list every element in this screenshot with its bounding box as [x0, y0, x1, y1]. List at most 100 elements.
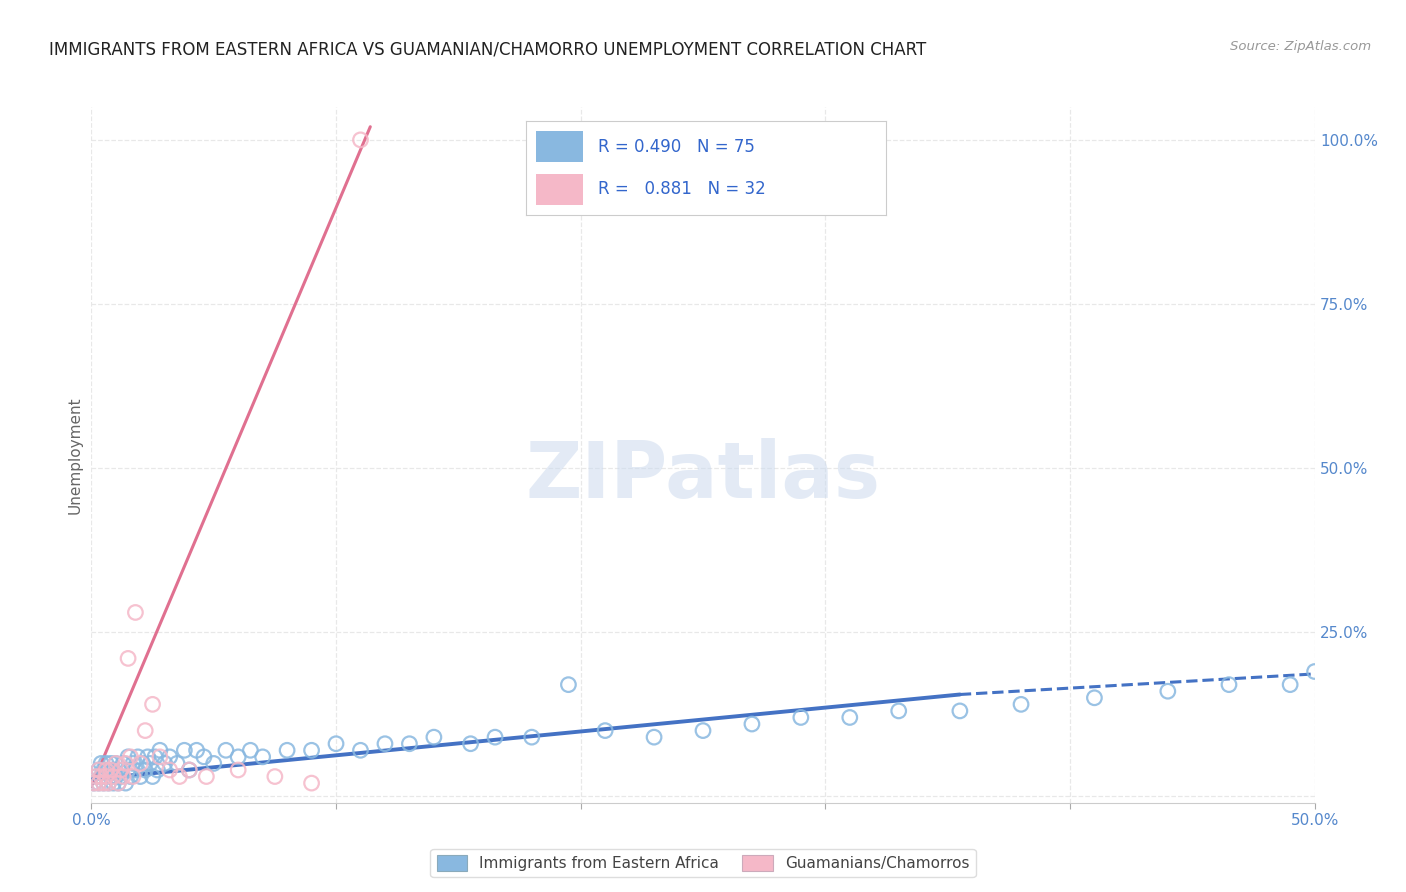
- Point: [276, 743, 298, 757]
- Point: [949, 704, 972, 718]
- Point: [114, 756, 136, 771]
- Point: [593, 723, 616, 738]
- Point: [87, 763, 110, 777]
- Point: [104, 756, 127, 771]
- Point: [90, 770, 112, 784]
- Point: [107, 776, 129, 790]
- Point: [100, 756, 122, 771]
- Point: [93, 763, 115, 777]
- Point: [301, 776, 323, 790]
- Y-axis label: Unemployment: Unemployment: [67, 396, 83, 514]
- Point: [103, 763, 125, 777]
- Point: [186, 743, 208, 757]
- Point: [93, 776, 115, 790]
- Point: [83, 776, 105, 790]
- Point: [692, 723, 714, 738]
- Point: [103, 776, 125, 790]
- Point: [838, 710, 860, 724]
- Point: [741, 717, 763, 731]
- Point: [149, 743, 172, 757]
- Point: [1303, 665, 1326, 679]
- Point: [97, 776, 120, 790]
- Point: [173, 743, 195, 757]
- Point: [143, 749, 166, 764]
- Text: ZIPatlas: ZIPatlas: [526, 438, 880, 514]
- Point: [97, 776, 120, 790]
- Point: [132, 756, 155, 771]
- Point: [557, 678, 579, 692]
- Point: [100, 763, 122, 777]
- Point: [484, 730, 506, 744]
- Point: [117, 749, 139, 764]
- Point: [264, 770, 287, 784]
- Point: [127, 749, 149, 764]
- Point: [117, 651, 139, 665]
- Point: [87, 763, 110, 777]
- Point: [1083, 690, 1105, 705]
- Point: [149, 749, 172, 764]
- Point: [110, 763, 132, 777]
- Point: [239, 743, 262, 757]
- Point: [94, 763, 117, 777]
- Point: [94, 770, 117, 784]
- Point: [179, 763, 201, 777]
- Point: [398, 737, 420, 751]
- Point: [159, 749, 181, 764]
- Point: [643, 730, 665, 744]
- Point: [139, 756, 162, 771]
- Point: [120, 749, 142, 764]
- Point: [112, 770, 135, 784]
- Point: [141, 770, 163, 784]
- Point: [520, 730, 543, 744]
- Point: [226, 763, 249, 777]
- Point: [193, 749, 215, 764]
- Point: [325, 737, 347, 751]
- Point: [104, 756, 127, 771]
- Point: [124, 606, 146, 620]
- Point: [134, 763, 156, 777]
- Point: [104, 770, 127, 784]
- Point: [136, 749, 159, 764]
- Point: [120, 770, 142, 784]
- Point: [195, 770, 218, 784]
- Point: [169, 770, 191, 784]
- Legend: Immigrants from Eastern Africa, Guamanians/Chamorros: Immigrants from Eastern Africa, Guamania…: [430, 849, 976, 877]
- Point: [374, 737, 396, 751]
- Point: [141, 698, 163, 712]
- Point: [226, 749, 249, 764]
- Point: [153, 756, 176, 771]
- Point: [84, 770, 107, 784]
- Point: [1157, 684, 1180, 698]
- Point: [159, 763, 181, 777]
- Point: [179, 763, 201, 777]
- Point: [93, 776, 115, 790]
- Point: [90, 770, 112, 784]
- Point: [83, 776, 105, 790]
- Point: [166, 756, 188, 771]
- Point: [790, 710, 813, 724]
- Point: [107, 763, 129, 777]
- Point: [94, 756, 117, 771]
- Point: [87, 776, 110, 790]
- Point: [114, 776, 136, 790]
- Point: [887, 704, 910, 718]
- Point: [117, 763, 139, 777]
- Point: [349, 743, 371, 757]
- Point: [84, 770, 107, 784]
- Point: [110, 770, 132, 784]
- Point: [87, 776, 110, 790]
- Text: IMMIGRANTS FROM EASTERN AFRICA VS GUAMANIAN/CHAMORRO UNEMPLOYMENT CORRELATION CH: IMMIGRANTS FROM EASTERN AFRICA VS GUAMAN…: [49, 40, 927, 58]
- Point: [129, 756, 152, 771]
- Point: [90, 756, 112, 771]
- Point: [97, 763, 120, 777]
- Point: [215, 743, 238, 757]
- Point: [124, 763, 146, 777]
- Point: [301, 743, 323, 757]
- Point: [94, 770, 117, 784]
- Point: [202, 756, 225, 771]
- Point: [146, 763, 169, 777]
- Point: [103, 770, 125, 784]
- Point: [1218, 678, 1240, 692]
- Point: [1010, 698, 1032, 712]
- Point: [423, 730, 446, 744]
